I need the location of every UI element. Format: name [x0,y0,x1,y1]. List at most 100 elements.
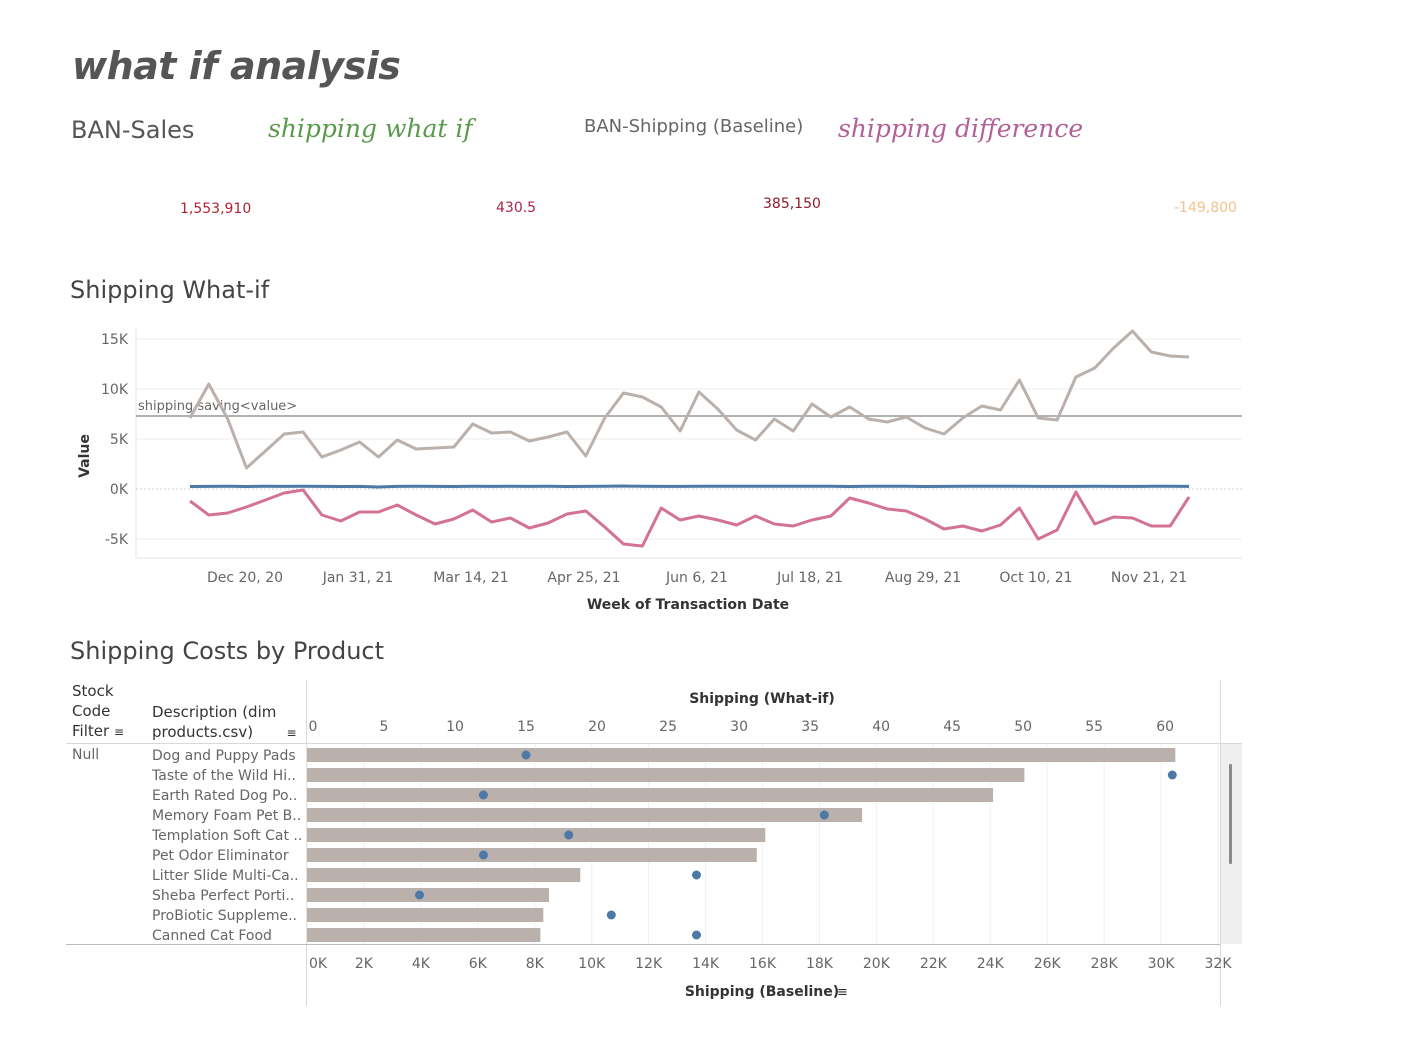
top-tick-label: 60 [1156,719,1174,735]
whatif-dot [415,890,424,900]
x-tick-label: Jul 18, 21 [776,570,843,586]
line-chart-x-ticks: Dec 20, 20 Jan 31, 21 Mar 14, 21 Apr 25, 21… [207,570,1187,586]
bottom-tick-label: 20K [863,956,891,972]
x-axis-label: Week of Transaction Date [587,597,789,613]
baseline-bar [307,768,1025,782]
product-label: Earth Rated Dog Po.. [152,788,297,804]
y-tick-label: -5K [105,532,129,548]
product-label: Templation Soft Cat .. [151,828,302,844]
bottom-tick-label: 14K [692,956,720,972]
y-tick-label: 10K [101,382,129,398]
whatif-dot [819,810,829,820]
ban-shipping-baseline-value: 385,150 [763,196,821,212]
whatif-dot [521,750,531,760]
stock-code-header-line: Code [72,702,111,720]
x-tick-label: Nov 21, 21 [1111,570,1187,586]
baseline-bar [307,748,1176,762]
baseline-bar [307,788,994,802]
description-header-line: products.csv) [152,723,254,741]
bottom-tick-label: 28K [1091,956,1119,972]
series-line-blue [189,484,1190,489]
top-tick-label: 45 [943,719,961,735]
bottom-tick-label: 18K [806,956,834,972]
bottom-tick-label: 4K [412,956,431,972]
x-tick-label: Aug 29, 21 [885,570,961,586]
bottom-tick-label: 16K [749,956,777,972]
x-tick-label: Oct 10, 21 [999,570,1072,586]
whatif-dot [692,930,701,940]
ban-shipping-difference-label: shipping difference [838,114,1084,143]
top-tick-label: 20 [588,719,606,735]
baseline-bar [307,908,544,922]
product-label: Sheba Perfect Porti.. [152,888,294,904]
product-label: Pet Odor Eliminator [152,848,289,864]
bottom-tick-label: 8K [526,956,545,972]
x-tick-label: Dec 20, 20 [207,570,283,586]
bar-chart: Shipping (What-if) 0 5 10 15 20 25 30 35 40 45 50 5… [66,680,1242,1006]
x-tick-label: Apr 25, 21 [547,570,620,586]
whatif-dot [478,790,488,800]
bottom-tick-label: 10K [578,956,606,972]
reference-line-label: shipping saving<value> [138,399,297,414]
dashboard-title: what if analysis [72,44,401,88]
bottom-tick-label: 0K [309,956,328,972]
ban-shipping-baseline-label: BAN-Shipping (Baseline) [584,116,804,137]
stock-code-header[interactable]: Stock Code Filter ≡ [72,681,124,742]
bottom-tick-label: 24K [977,956,1005,972]
ban-sales-value: 1,553,910 [180,201,252,217]
top-tick-label: 40 [872,719,890,735]
bottom-tick-label: 26K [1034,956,1062,972]
ban-shipping-whatif-label: shipping what if [268,114,473,143]
y-tick-label: 5K [110,432,129,448]
bar-chart-rows: Dog and Puppy Pads Taste of the Wild Hi..… [151,748,1177,944]
whatif-dot [1167,770,1177,780]
x-tick-label: Jun 6, 21 [665,570,728,586]
bottom-tick-label: 32K [1205,956,1233,972]
whatif-dot [564,830,574,840]
x-tick-label: Mar 14, 21 [433,570,508,586]
line-chart-y-ticks: 15K 10K 5K 0K -5K [101,332,129,548]
bottom-axis-ticks: 0K 2K 4K 6K 8K 10K 12K 14K 16K 18K 20K 22K 24K 26K 28K… [309,956,1232,972]
stock-code-value: Null [72,747,99,763]
sort-icon[interactable]: ≡ [113,725,124,739]
y-axis-label: Value [77,434,93,478]
bottom-tick-label: 22K [920,956,948,972]
product-label: Canned Cat Food [152,928,272,944]
bottom-tick-label: 6K [469,956,488,972]
line-chart-grid [135,328,1242,559]
series-line-grey [188,329,1190,470]
x-tick-label: Jan 31, 21 [322,570,394,586]
top-axis-title: Shipping (What-if) [689,691,835,707]
baseline-bar [307,808,863,822]
baseline-bar [307,868,581,882]
scrollbar-thumb[interactable] [1229,764,1232,864]
bottom-tick-label: 12K [635,956,663,972]
stock-code-header-line: Filter [72,722,110,740]
line-chart-title: Shipping What-if [70,276,270,304]
product-label: Memory Foam Pet B.. [152,808,301,824]
baseline-bar [307,848,757,862]
y-tick-label: 15K [101,332,129,348]
ban-shipping-difference-value: -149,800 [1174,200,1237,216]
product-label: Litter Slide Multi-Ca.. [152,868,299,884]
bottom-tick-label: 2K [355,956,374,972]
product-label: Dog and Puppy Pads [152,748,296,764]
bottom-tick-label: 30K [1148,956,1176,972]
line-chart: 15K 10K 5K 0K -5K Dec 20, 20 Jan 31, 21 Mar 14… [77,328,1242,613]
baseline-bar [307,888,549,902]
ban-shipping-whatif-value: 430.5 [496,200,537,216]
product-label: Taste of the Wild Hi.. [151,768,296,784]
top-tick-label: 35 [801,719,819,735]
ban-sales-label: BAN-Sales [71,116,195,144]
top-tick-label: 10 [446,719,464,735]
stock-code-header-line: Stock [72,682,114,700]
description-header[interactable]: Description (dim products.csv) ≡ [152,702,297,743]
sort-icon[interactable]: ≡ [286,726,297,740]
product-label: ProBiotic Suppleme.. [152,908,297,924]
top-tick-label: 0 [309,719,318,735]
sort-icon[interactable]: ≡ [837,985,848,1000]
top-tick-label: 15 [517,719,535,735]
whatif-dot [478,850,488,860]
top-tick-label: 50 [1014,719,1032,735]
bottom-axis-title: Shipping (Baseline) [685,984,839,1000]
